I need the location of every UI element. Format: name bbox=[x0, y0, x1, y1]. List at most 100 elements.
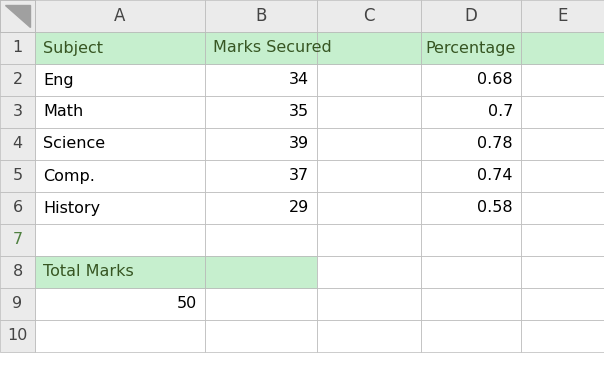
Bar bbox=[421, 32, 521, 64]
Bar bbox=[205, 96, 317, 128]
Bar bbox=[521, 64, 604, 96]
Bar bbox=[317, 0, 421, 32]
Bar bbox=[205, 0, 317, 32]
Bar bbox=[421, 224, 521, 256]
Bar bbox=[521, 192, 604, 224]
Text: 34: 34 bbox=[289, 72, 309, 88]
Text: Subject: Subject bbox=[43, 41, 103, 56]
Bar bbox=[35, 288, 205, 320]
Bar bbox=[521, 0, 604, 32]
Bar bbox=[521, 224, 604, 256]
Text: 0.78: 0.78 bbox=[477, 137, 513, 151]
Bar bbox=[35, 32, 205, 64]
Bar bbox=[521, 288, 604, 320]
Text: 0.7: 0.7 bbox=[487, 104, 513, 119]
Bar bbox=[317, 224, 421, 256]
Bar bbox=[421, 64, 521, 96]
Bar bbox=[317, 32, 421, 64]
Bar bbox=[35, 0, 205, 32]
Text: 29: 29 bbox=[289, 201, 309, 216]
Text: 7: 7 bbox=[13, 232, 22, 248]
Bar bbox=[521, 128, 604, 160]
Bar bbox=[0, 32, 35, 64]
Bar bbox=[205, 256, 317, 288]
Bar bbox=[317, 256, 421, 288]
Bar bbox=[421, 128, 521, 160]
Text: 39: 39 bbox=[289, 137, 309, 151]
Bar bbox=[0, 288, 35, 320]
Bar bbox=[0, 256, 35, 288]
Bar bbox=[0, 160, 35, 192]
Bar bbox=[35, 160, 205, 192]
Bar bbox=[35, 32, 205, 64]
Bar bbox=[317, 288, 421, 320]
Text: 6: 6 bbox=[13, 201, 22, 216]
Text: 35: 35 bbox=[289, 104, 309, 119]
Text: 5: 5 bbox=[13, 169, 22, 184]
Text: A: A bbox=[114, 7, 126, 25]
Text: Marks Secured: Marks Secured bbox=[213, 41, 332, 56]
Bar bbox=[205, 224, 317, 256]
Text: D: D bbox=[464, 7, 477, 25]
Bar bbox=[521, 160, 604, 192]
Bar bbox=[35, 256, 205, 288]
Bar bbox=[317, 256, 421, 288]
Text: 0.68: 0.68 bbox=[477, 72, 513, 88]
Bar bbox=[0, 64, 35, 96]
Bar bbox=[317, 160, 421, 192]
Bar bbox=[205, 160, 317, 192]
Text: 9: 9 bbox=[13, 297, 22, 311]
Bar bbox=[205, 320, 317, 352]
Text: E: E bbox=[557, 7, 568, 25]
Text: 4: 4 bbox=[13, 137, 22, 151]
Bar bbox=[521, 256, 604, 288]
Bar bbox=[205, 288, 317, 320]
Bar bbox=[421, 0, 521, 32]
Text: Science: Science bbox=[43, 137, 105, 151]
Bar bbox=[0, 320, 35, 352]
Bar bbox=[0, 96, 35, 128]
Bar bbox=[317, 128, 421, 160]
Text: History: History bbox=[43, 201, 100, 216]
Text: 37: 37 bbox=[289, 169, 309, 184]
Bar bbox=[521, 32, 604, 64]
Bar bbox=[521, 96, 604, 128]
Text: Comp.: Comp. bbox=[43, 169, 95, 184]
Bar bbox=[317, 64, 421, 96]
Text: C: C bbox=[363, 7, 374, 25]
Bar bbox=[421, 96, 521, 128]
Text: Percentage: Percentage bbox=[426, 41, 516, 56]
Text: Total Marks: Total Marks bbox=[43, 264, 133, 279]
Text: 10: 10 bbox=[7, 329, 28, 344]
Bar bbox=[421, 32, 521, 64]
Bar bbox=[35, 96, 205, 128]
Bar bbox=[0, 128, 35, 160]
Text: 0.74: 0.74 bbox=[478, 169, 513, 184]
Text: Math: Math bbox=[43, 104, 83, 119]
Bar bbox=[421, 288, 521, 320]
Bar bbox=[205, 32, 317, 64]
Bar bbox=[205, 192, 317, 224]
Bar bbox=[421, 160, 521, 192]
Bar bbox=[421, 192, 521, 224]
Text: B: B bbox=[255, 7, 267, 25]
Polygon shape bbox=[5, 5, 30, 27]
Bar bbox=[521, 320, 604, 352]
Bar bbox=[35, 192, 205, 224]
Bar bbox=[205, 64, 317, 96]
Bar bbox=[35, 128, 205, 160]
Text: 3: 3 bbox=[13, 104, 22, 119]
Bar bbox=[35, 224, 205, 256]
Bar bbox=[35, 64, 205, 96]
Bar bbox=[205, 128, 317, 160]
Bar bbox=[0, 0, 35, 32]
Bar bbox=[205, 32, 317, 64]
Text: 1: 1 bbox=[12, 41, 22, 56]
Text: 8: 8 bbox=[12, 264, 22, 279]
Text: 0.58: 0.58 bbox=[477, 201, 513, 216]
Bar bbox=[0, 224, 35, 256]
Bar bbox=[521, 32, 604, 64]
Bar bbox=[205, 256, 317, 288]
Bar bbox=[35, 256, 205, 288]
Bar bbox=[421, 256, 521, 288]
